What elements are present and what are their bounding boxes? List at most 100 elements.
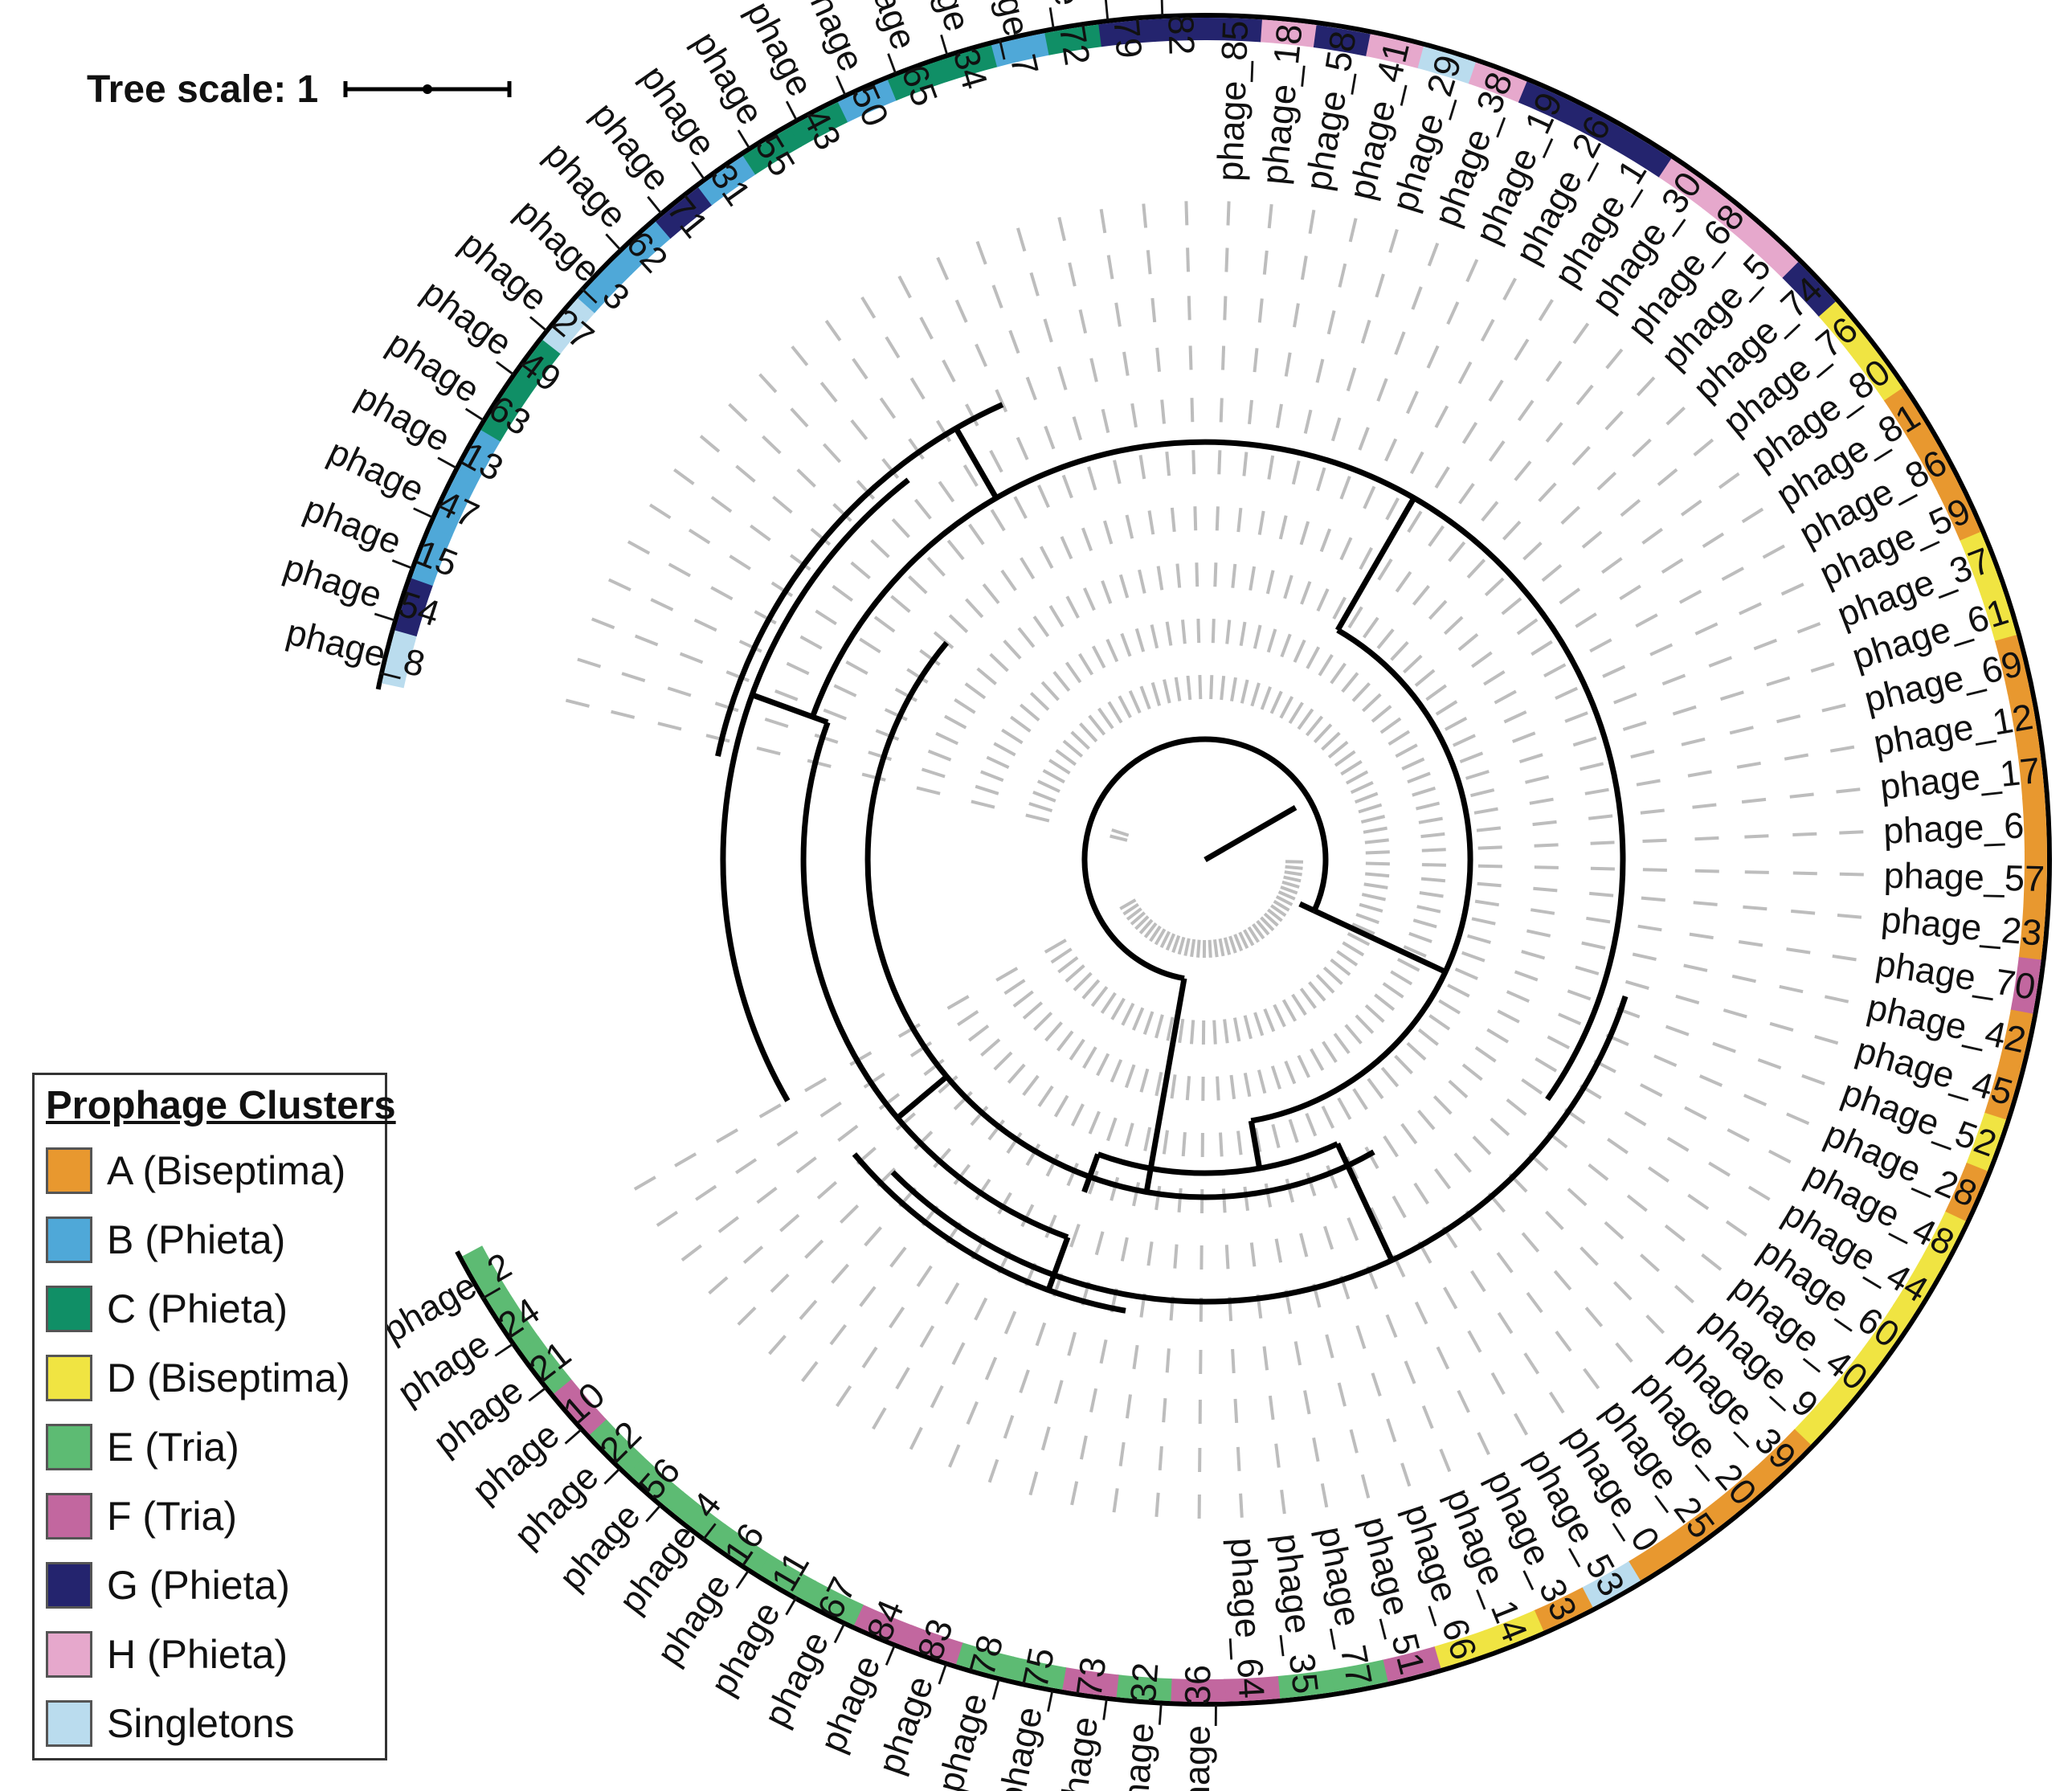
tick-mark — [1231, 1348, 1236, 1374]
tick-mark — [1607, 1138, 1629, 1155]
tick-mark — [909, 1041, 933, 1057]
tick-mark — [1268, 1395, 1275, 1421]
branch-line — [1248, 1120, 1263, 1169]
tick-mark — [1421, 848, 1446, 853]
tick-mark — [1744, 870, 1769, 874]
tick-mark — [946, 539, 965, 561]
tick-mark — [1124, 1064, 1136, 1089]
tick-mark — [1315, 358, 1325, 383]
tick-mark — [1025, 376, 1037, 401]
tick-mark — [1057, 216, 1066, 242]
tick-mark — [987, 1119, 1005, 1141]
tick-mark — [1403, 945, 1427, 958]
tick-mark — [1837, 914, 1862, 919]
tick-mark — [1371, 705, 1392, 723]
tick-mark — [989, 449, 1003, 473]
tick-mark — [1321, 1106, 1335, 1129]
legend-swatch-g — [46, 1562, 92, 1609]
tick-mark — [1459, 751, 1484, 763]
tick-mark — [1467, 1330, 1482, 1353]
tick-mark — [1796, 622, 1821, 634]
branch-arc — [810, 439, 1626, 1102]
tick-mark — [1693, 438, 1714, 456]
tick-mark — [872, 1407, 887, 1430]
tick-mark — [1583, 1368, 1600, 1389]
tick-mark — [1306, 1172, 1317, 1196]
tick-mark — [1394, 331, 1406, 355]
tick-mark — [1768, 1149, 1792, 1164]
tick-mark — [1448, 1079, 1469, 1098]
tick-mark — [1044, 425, 1056, 450]
tick-mark — [1333, 1032, 1351, 1054]
tick-mark — [1439, 1448, 1452, 1473]
tick-mark — [1613, 692, 1637, 705]
tick-mark — [1345, 770, 1369, 785]
legend-item-d: D (Biseptima) — [46, 1350, 350, 1406]
tick-mark — [728, 403, 748, 423]
tick-mark — [964, 682, 987, 700]
tick-mark — [927, 749, 952, 762]
tick-mark — [965, 403, 979, 427]
legend-panel: Prophage Clusters A (Biseptima) B (Phiet… — [32, 1073, 396, 1760]
tick-mark — [1384, 438, 1398, 462]
tick-mark — [1313, 723, 1333, 743]
tick-mark — [1604, 411, 1624, 431]
tick-mark — [1186, 675, 1192, 701]
branch-arc — [890, 995, 1629, 1305]
tick-mark — [1053, 1380, 1064, 1405]
tick-mark — [688, 528, 711, 545]
tick-mark — [1149, 925, 1162, 943]
tick-mark — [1400, 1122, 1418, 1145]
tick-mark — [1769, 1021, 1794, 1032]
tick-mark — [1666, 1136, 1690, 1152]
tick-mark — [1320, 1483, 1329, 1508]
tick-mark — [1081, 979, 1101, 1000]
tick-mark — [1702, 532, 1725, 548]
tick-mark — [627, 540, 651, 555]
tick-mark — [1358, 803, 1383, 814]
tick-mark — [1088, 714, 1106, 736]
tick-mark — [1012, 990, 1034, 1008]
tick-mark — [1411, 286, 1423, 310]
tick-mark — [946, 995, 970, 1010]
tick-mark — [1739, 602, 1762, 615]
tick-mark — [819, 382, 838, 403]
tick-mark — [1138, 455, 1146, 480]
tick-mark — [649, 503, 672, 520]
tick-mark — [1642, 838, 1667, 843]
tick-mark — [1113, 460, 1122, 485]
tick-mark — [1229, 1074, 1236, 1100]
tick-mark — [1043, 318, 1053, 343]
tick-mark — [944, 1282, 960, 1305]
tick-mark — [1223, 296, 1228, 321]
tick-mark — [1413, 1182, 1429, 1205]
tick-mark — [1351, 682, 1371, 702]
tick-mark — [997, 1192, 1012, 1215]
tick-mark — [1641, 527, 1663, 545]
tick-mark — [1155, 1492, 1160, 1517]
tick-mark — [1780, 583, 1804, 596]
tick-mark — [1547, 1035, 1571, 1049]
tick-mark — [1219, 1132, 1224, 1157]
tick-mark — [850, 561, 871, 580]
tick-mark — [1224, 247, 1229, 272]
tick-mark — [1219, 398, 1224, 423]
tick-mark — [1249, 566, 1257, 591]
tick-mark — [1256, 919, 1270, 936]
tick-mark — [1572, 736, 1597, 747]
tick-mark — [1284, 1060, 1297, 1085]
tick-mark — [1300, 256, 1308, 280]
tick-mark — [1465, 259, 1479, 283]
tick-mark — [729, 554, 751, 570]
tick-mark — [791, 345, 809, 366]
tick-mark — [1208, 939, 1212, 958]
tick-mark — [1262, 250, 1269, 275]
tick-mark — [1365, 861, 1390, 866]
tick-mark — [1555, 686, 1579, 701]
tick-mark — [1285, 1178, 1295, 1203]
legend-label-g: G (Phieta) — [107, 1563, 290, 1608]
branch-arc — [800, 721, 1069, 1241]
tick-mark — [1170, 1074, 1177, 1099]
tick-mark — [1521, 1077, 1543, 1095]
legend-label-a: A (Biseptima) — [107, 1148, 346, 1193]
